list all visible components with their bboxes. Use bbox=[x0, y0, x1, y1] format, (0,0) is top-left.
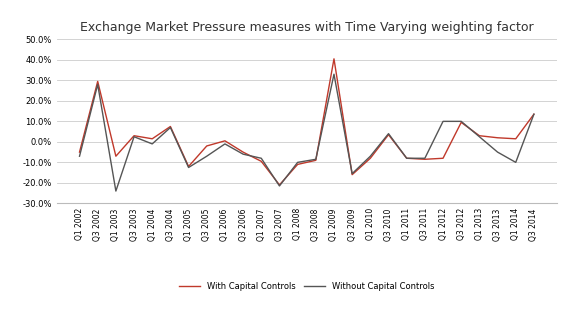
With Capital Controls bbox=[458, 120, 465, 124]
Without Capital Controls bbox=[331, 72, 337, 76]
Without Capital Controls bbox=[512, 160, 519, 164]
With Capital Controls bbox=[276, 183, 283, 187]
Without Capital Controls bbox=[440, 119, 446, 123]
With Capital Controls bbox=[222, 139, 228, 143]
With Capital Controls bbox=[312, 158, 319, 162]
With Capital Controls bbox=[440, 156, 446, 160]
Without Capital Controls bbox=[531, 112, 537, 116]
Line: Without Capital Controls: Without Capital Controls bbox=[80, 74, 534, 191]
With Capital Controls bbox=[167, 125, 174, 129]
Without Capital Controls bbox=[421, 156, 428, 160]
With Capital Controls bbox=[531, 112, 537, 116]
With Capital Controls bbox=[403, 156, 410, 160]
With Capital Controls bbox=[185, 165, 192, 169]
Legend: With Capital Controls, Without Capital Controls: With Capital Controls, Without Capital C… bbox=[176, 279, 437, 294]
Without Capital Controls bbox=[458, 119, 465, 123]
Without Capital Controls bbox=[312, 157, 319, 161]
With Capital Controls bbox=[294, 162, 301, 166]
With Capital Controls bbox=[76, 150, 83, 154]
With Capital Controls bbox=[494, 136, 501, 140]
Without Capital Controls bbox=[149, 142, 156, 146]
With Capital Controls bbox=[512, 137, 519, 141]
With Capital Controls bbox=[367, 156, 374, 160]
With Capital Controls bbox=[203, 144, 210, 148]
Without Capital Controls bbox=[240, 152, 247, 156]
Without Capital Controls bbox=[403, 156, 410, 160]
With Capital Controls bbox=[240, 150, 247, 154]
Without Capital Controls bbox=[185, 166, 192, 170]
With Capital Controls bbox=[131, 134, 137, 138]
Without Capital Controls bbox=[385, 132, 392, 136]
Without Capital Controls bbox=[222, 142, 228, 146]
Without Capital Controls bbox=[94, 82, 101, 86]
With Capital Controls bbox=[476, 134, 483, 138]
Without Capital Controls bbox=[112, 189, 119, 193]
Without Capital Controls bbox=[276, 184, 283, 188]
Without Capital Controls bbox=[167, 126, 174, 130]
With Capital Controls bbox=[331, 57, 337, 61]
Line: With Capital Controls: With Capital Controls bbox=[80, 59, 534, 185]
With Capital Controls bbox=[349, 173, 356, 177]
With Capital Controls bbox=[112, 154, 119, 158]
Title: Exchange Market Pressure measures with Time Varying weighting factor: Exchange Market Pressure measures with T… bbox=[80, 21, 533, 34]
Without Capital Controls bbox=[131, 135, 137, 139]
With Capital Controls bbox=[385, 133, 392, 137]
With Capital Controls bbox=[258, 159, 265, 163]
Without Capital Controls bbox=[258, 156, 265, 160]
Without Capital Controls bbox=[476, 135, 483, 139]
With Capital Controls bbox=[149, 137, 156, 141]
Without Capital Controls bbox=[494, 150, 501, 154]
Without Capital Controls bbox=[349, 172, 356, 175]
Without Capital Controls bbox=[294, 160, 301, 164]
With Capital Controls bbox=[94, 79, 101, 83]
Without Capital Controls bbox=[203, 154, 210, 158]
With Capital Controls bbox=[421, 157, 428, 161]
Without Capital Controls bbox=[367, 154, 374, 158]
Without Capital Controls bbox=[76, 154, 83, 158]
